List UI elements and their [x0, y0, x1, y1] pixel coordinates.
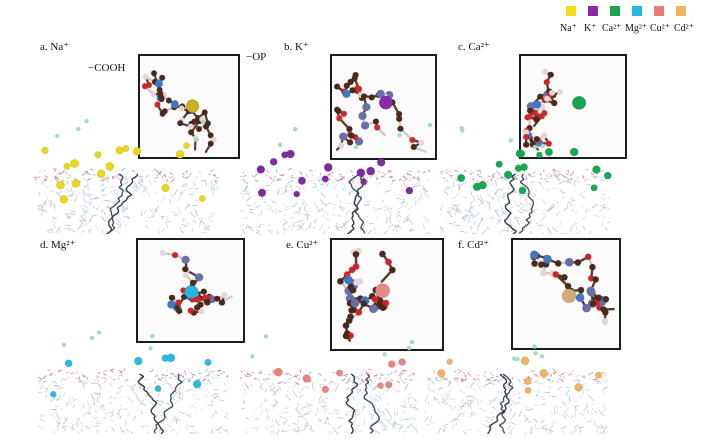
central-ion	[186, 100, 199, 113]
membrane-drawing	[424, 368, 608, 434]
membrane-drawing	[240, 368, 418, 434]
lipid-tails	[240, 175, 430, 234]
lipid-tails	[35, 175, 217, 234]
panel-label-f: f. Cd²⁺	[458, 238, 489, 251]
cooh-group-label: −COOH	[88, 62, 125, 74]
inset-drawing	[521, 56, 625, 157]
lipid-headgroups	[240, 168, 430, 184]
membrane-slab	[440, 168, 610, 234]
central-ion	[572, 96, 586, 109]
lipid-tails	[440, 175, 610, 234]
membrane-drawing	[440, 168, 610, 234]
inserted-molecule	[346, 374, 379, 434]
op-group-label: −OP	[246, 51, 266, 63]
legend-label-mg: Mg²⁺	[625, 23, 647, 34]
central-ion	[379, 96, 392, 109]
legend-swatch-mg	[632, 6, 642, 16]
lipid-tails	[38, 374, 228, 434]
inset-panel-b	[330, 54, 437, 160]
inserted-molecule	[345, 174, 365, 234]
legend-label-cd: Cd²⁺	[674, 23, 694, 34]
legend-swatch-cu	[654, 6, 664, 16]
inserted-molecule	[138, 374, 182, 434]
inset-drawing	[332, 56, 435, 158]
lipid-headgroups	[39, 368, 228, 384]
panel-label-b: b. K⁺	[284, 40, 309, 53]
panel-label-d: d. Mg²⁺	[40, 238, 75, 251]
legend-swatch-cd	[676, 6, 686, 16]
panel-label-c: c. Ca²⁺	[458, 40, 490, 53]
inset-drawing	[140, 56, 238, 157]
inset-panel-e	[330, 238, 444, 351]
membrane-slab	[38, 368, 228, 434]
ion-legend: Na⁺ K⁺ Ca²⁺ Mg²⁺ Cu²⁺ Cd²⁺	[566, 6, 702, 40]
membrane-slab	[424, 368, 608, 434]
membrane-drawing	[38, 368, 228, 434]
central-ion	[562, 289, 576, 303]
lipid-headgroups	[240, 369, 415, 385]
membrane-slab	[240, 168, 430, 234]
legend-label-ca: Ca²⁺	[602, 23, 621, 34]
inset-drawing	[332, 240, 442, 349]
molecule-atoms	[160, 250, 228, 316]
legend-label-k: K⁺	[584, 23, 597, 34]
panel-label-e: e. Cu²⁺	[286, 238, 318, 251]
inserted-molecule	[488, 374, 513, 434]
molecule-atoms	[523, 69, 563, 148]
legend-swatch-ca	[610, 6, 620, 16]
inset-drawing	[138, 240, 243, 341]
lipid-tails	[240, 375, 418, 434]
central-ion	[375, 284, 389, 298]
membrane-slab	[240, 368, 418, 434]
legend-swatch-na	[566, 6, 576, 16]
inset-panel-f	[511, 238, 621, 350]
molecule-atoms	[142, 70, 217, 146]
molecule-atoms	[530, 251, 609, 325]
inserted-molecule	[105, 174, 138, 234]
lipid-tails	[424, 375, 608, 434]
inset-panel-a	[138, 54, 240, 159]
panel-label-a: a. Na⁺	[40, 40, 69, 53]
membrane-slab	[34, 168, 218, 234]
membrane-drawing	[240, 168, 430, 234]
lipid-headgroups	[34, 168, 218, 183]
inset-panel-d	[136, 238, 245, 343]
central-ion	[185, 285, 199, 298]
lipid-headgroups	[440, 168, 610, 183]
molecule-atoms	[334, 72, 424, 150]
inset-panel-c	[519, 54, 627, 159]
legend-label-na: Na⁺	[560, 23, 577, 34]
membrane-drawing	[34, 168, 218, 234]
inset-drawing	[513, 240, 619, 348]
legend-swatch-k	[588, 6, 598, 16]
legend-label-cu: Cu²⁺	[650, 23, 670, 34]
